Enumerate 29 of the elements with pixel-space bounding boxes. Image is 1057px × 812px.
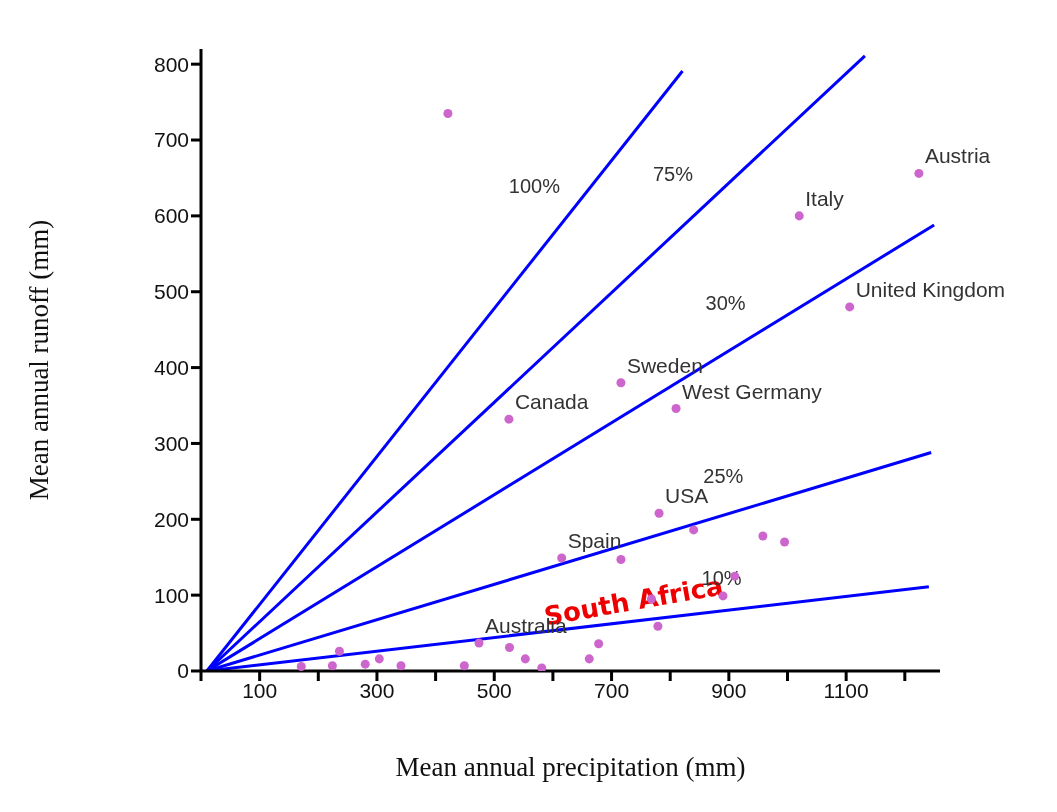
y-tick-label: 400 bbox=[153, 356, 189, 380]
annotation: Spain bbox=[567, 528, 622, 552]
y-tick-label: 200 bbox=[153, 507, 189, 531]
y-tick-label: 800 bbox=[153, 52, 189, 76]
y-axis-title: Mean annual runoff (mm) bbox=[23, 219, 54, 501]
annotation: West Germany bbox=[682, 379, 823, 403]
annotation: Austria bbox=[924, 144, 991, 168]
series-label: 25% bbox=[703, 464, 744, 487]
x-tick-label: 700 bbox=[594, 678, 630, 702]
x-tick-label: 1100 bbox=[823, 678, 869, 702]
x-tick-label: 300 bbox=[359, 678, 395, 702]
annotation: Sweden bbox=[626, 353, 703, 377]
series-label: 30% bbox=[705, 292, 746, 315]
series-label: 75% bbox=[652, 163, 694, 186]
y-tick-label: 300 bbox=[153, 431, 189, 455]
annotation: USA bbox=[665, 484, 709, 508]
series-label: 100% bbox=[508, 175, 561, 197]
annotation: United Kingdom bbox=[855, 277, 1006, 301]
y-tick-label: 700 bbox=[153, 128, 189, 152]
y-tick-label: 0 bbox=[177, 659, 189, 683]
annotation: Canada bbox=[514, 390, 589, 414]
y-tick-label: 600 bbox=[153, 204, 189, 228]
x-tick-label: 900 bbox=[711, 678, 747, 702]
y-tick-label: 500 bbox=[153, 280, 189, 304]
annotation: Italy bbox=[805, 186, 845, 210]
x-tick-label: 100 bbox=[242, 678, 278, 702]
x-tick-label: 500 bbox=[476, 678, 512, 702]
x-axis-title: Mean annual precipitation (mm) bbox=[395, 752, 746, 782]
y-tick-label: 100 bbox=[153, 583, 189, 607]
